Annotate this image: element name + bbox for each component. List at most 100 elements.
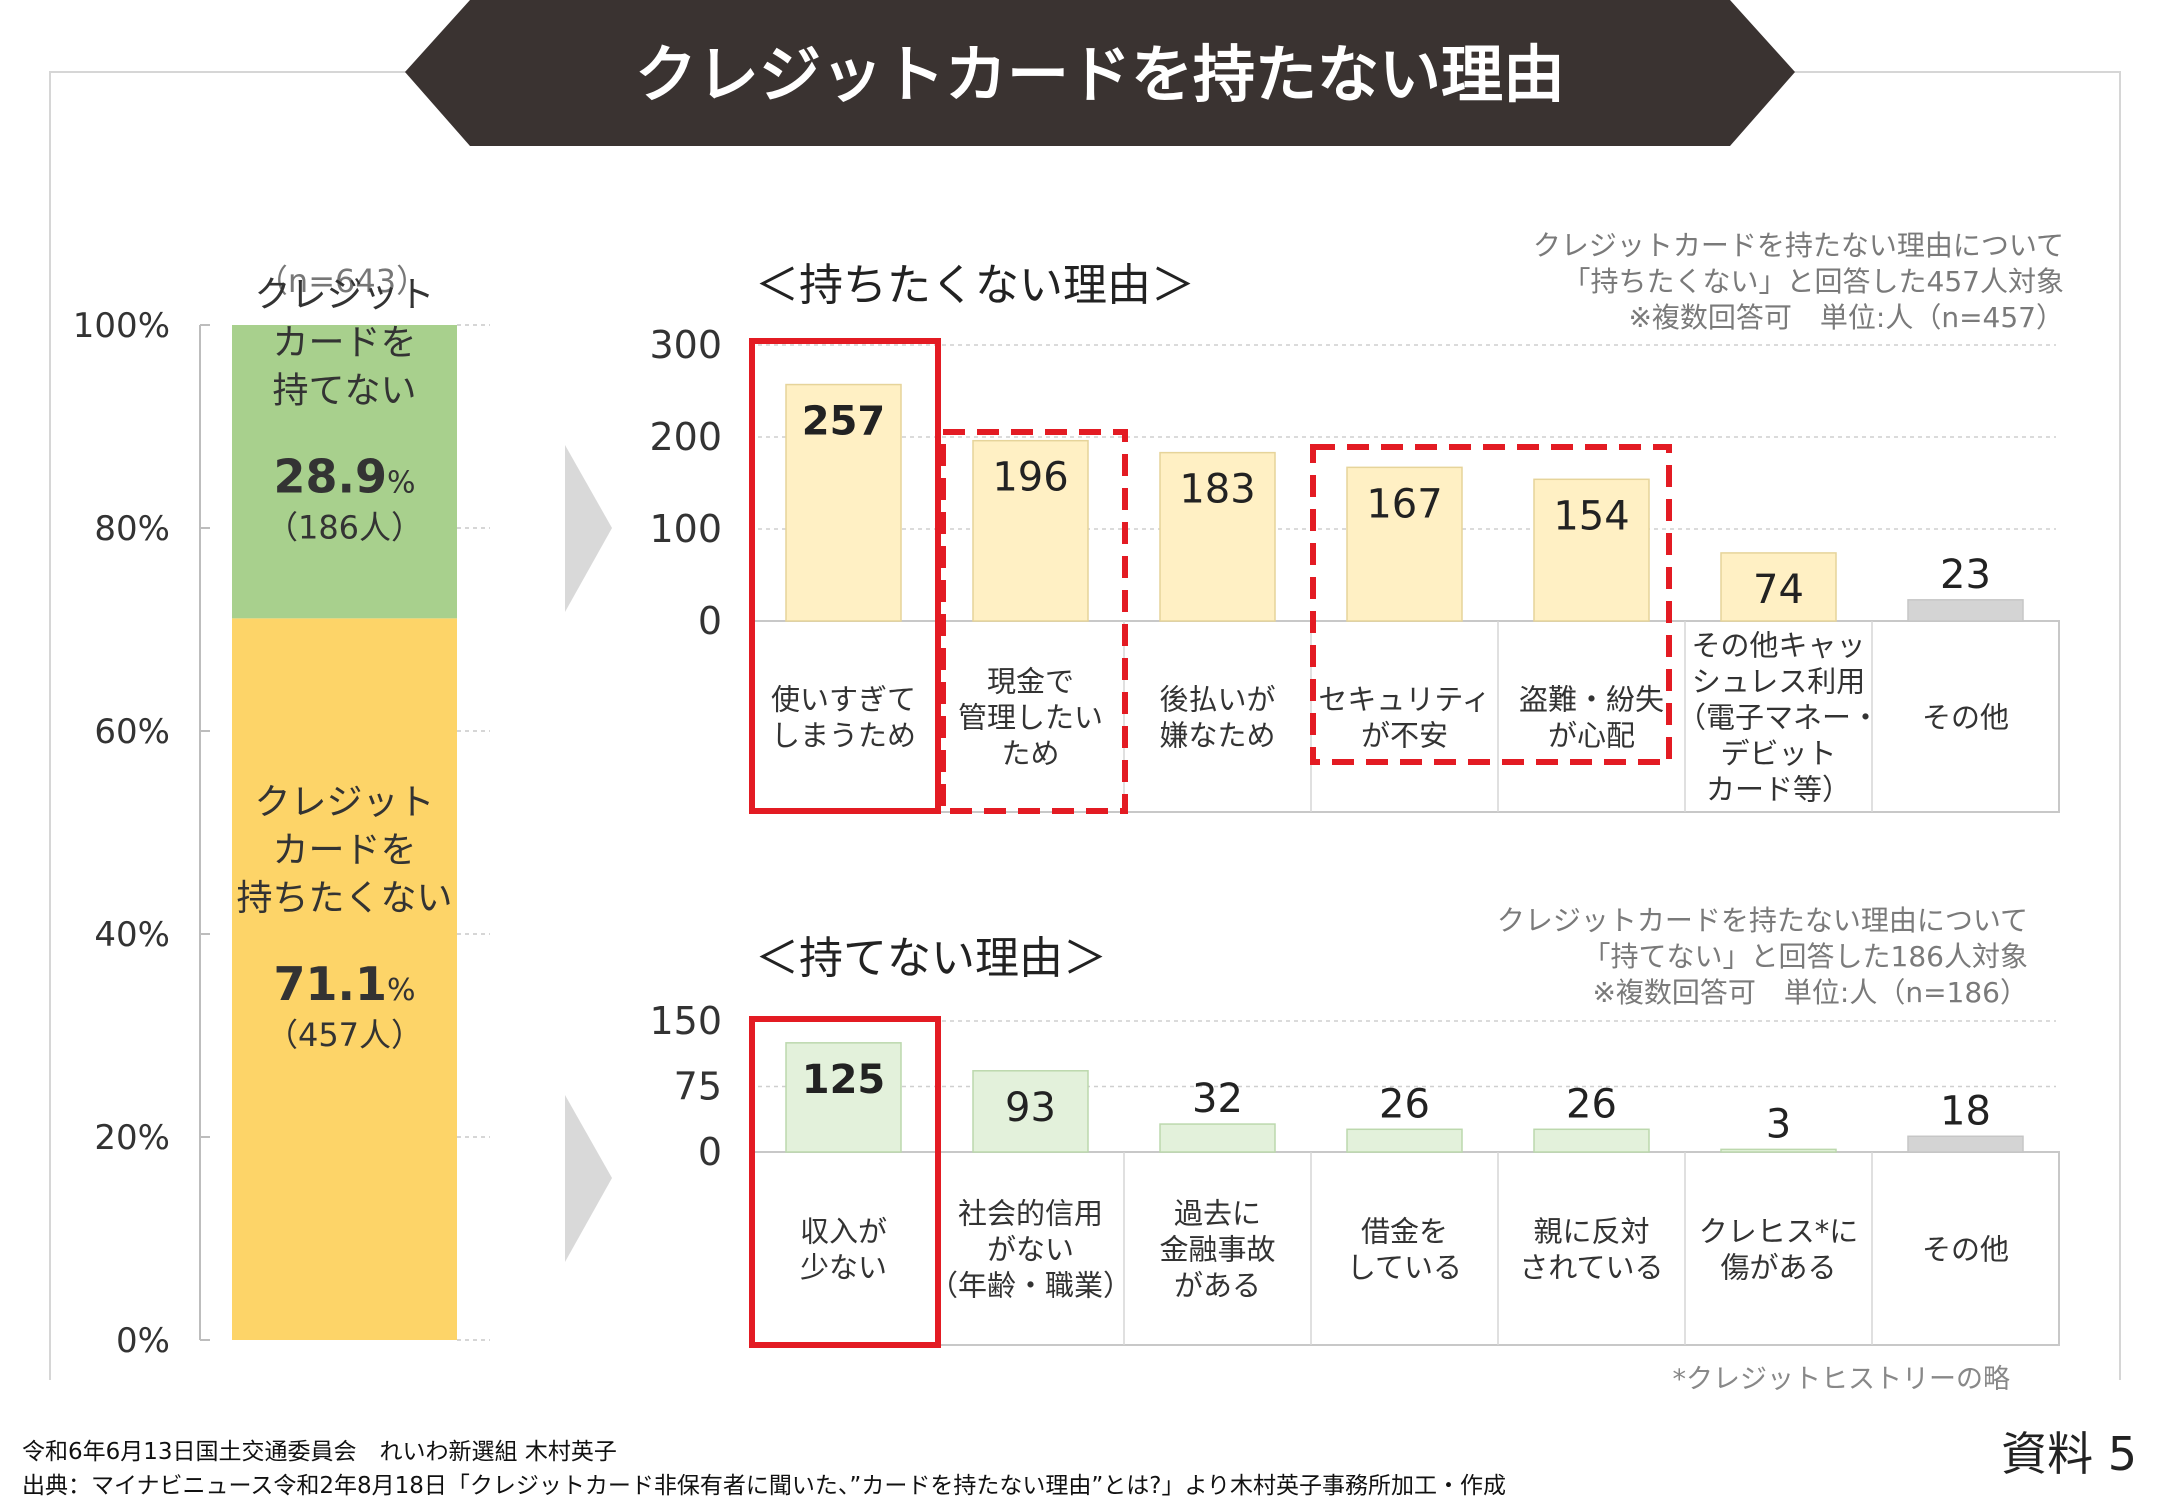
y-tick-label: 200 — [649, 415, 722, 459]
category-label-line: （年齢・職業） — [929, 1269, 1132, 1303]
y-tick-label: 0 — [698, 1130, 722, 1174]
bar — [972, 439, 1089, 622]
category-label-line: 過去に — [1174, 1197, 1261, 1231]
chart-note-line: クレジットカードを持たない理由について — [1533, 229, 2064, 262]
category-label-line: 収入が — [800, 1215, 887, 1249]
category-label-line: その他キャッ — [1691, 629, 1865, 663]
segment-label-line: カードを — [272, 830, 416, 871]
chart-note-line: 「持てない」と回答した186人対象 — [1583, 940, 2028, 973]
segment-percent-unit: % — [387, 973, 416, 1008]
chart-title: ＜持てない理由＞ — [755, 933, 1107, 984]
category-label-line: その他 — [1922, 1233, 2009, 1267]
reasons-not-wanting-chart: ＜持ちたくない理由＞ クレジットカードを持たない理由について「持ちたくない」と回答… — [649, 229, 2064, 814]
bar-value-label: 154 — [1553, 493, 1629, 539]
y-tick-label: 40% — [94, 915, 170, 955]
category-label-line: ため — [1001, 737, 1059, 771]
category-label-line: している — [1347, 1251, 1462, 1285]
category-label-line: デビット — [1720, 737, 1836, 771]
category-label-line: 親に反対 — [1533, 1215, 1649, 1249]
category-label-line: カード等） — [1706, 773, 1851, 807]
reasons-cannot-have-chart: ＜持てない理由＞ クレジットカードを持たない理由について「持てない」と回答した18… — [649, 904, 2060, 1395]
category-label-line: クレヒス*に — [1699, 1215, 1859, 1249]
chart-title: ＜持ちたくない理由＞ — [755, 260, 1195, 311]
bar — [1907, 599, 2024, 622]
title-banner — [405, 0, 1795, 146]
chart-note-line: ※複数回答可 単位:人（n=457） — [1628, 301, 2064, 334]
bar-value-label: 26 — [1379, 1081, 1430, 1127]
segment-percent-value: 28.9% — [273, 450, 415, 504]
category-label-line: シュレス利用 — [1692, 665, 1865, 699]
stacked-share-chart: （n=643）100%80%60%40%20%0%クレジットカードを持ちたくない… — [73, 262, 490, 1361]
y-tick-label: 75 — [674, 1065, 722, 1109]
bar-value-label: 26 — [1566, 1081, 1617, 1127]
bar-value-label: 74 — [1753, 567, 1804, 613]
y-tick-label: 0% — [116, 1321, 170, 1361]
stacked-segment — [232, 618, 457, 1340]
y-tick-label: 100% — [73, 306, 170, 346]
y-tick-label: 60% — [94, 712, 170, 752]
category-label-line: が不安 — [1361, 719, 1448, 753]
category-table — [749, 620, 2060, 813]
bar-value-label: 196 — [992, 455, 1068, 501]
y-tick-label: 100 — [649, 507, 722, 551]
arrow-to-bottom-chart-icon — [565, 1095, 612, 1262]
highlight-box-solid — [749, 338, 941, 814]
category-label-line: 管理したい — [958, 701, 1103, 735]
bar — [785, 383, 902, 622]
category-label-line: 社会的信用 — [958, 1197, 1103, 1231]
segment-count-label: （186人） — [266, 509, 423, 547]
highlight-box-dashed — [1310, 444, 1672, 765]
sample-size-label: （n=643） — [256, 262, 428, 300]
category-label-line: がある — [1174, 1269, 1261, 1303]
category-label-line: 現金で — [987, 665, 1074, 699]
category-label-line: セキュリティ — [1318, 683, 1490, 717]
bar-value-label: 125 — [802, 1057, 886, 1103]
category-label-line: 使いすぎて — [771, 683, 916, 717]
bar-value-label: 18 — [1940, 1088, 1991, 1134]
segment-label-line: カードを — [272, 323, 416, 364]
bar — [1533, 1128, 1650, 1153]
category-label-line: 後払いが — [1159, 683, 1275, 717]
bar-value-label: 93 — [1005, 1085, 1056, 1131]
segment-percent-value: 71.1% — [273, 957, 415, 1011]
bar-value-label: 167 — [1366, 481, 1442, 527]
segment-percent-unit: % — [387, 466, 416, 501]
y-tick-label: 300 — [649, 323, 722, 367]
bar — [1346, 466, 1463, 622]
chart-note-line: クレジットカードを持たない理由について — [1497, 904, 2028, 937]
category-label-line: 傷がある — [1720, 1251, 1836, 1285]
chart-note-line: 「持ちたくない」と回答した457人対象 — [1563, 265, 2064, 298]
y-tick-label: 0 — [698, 599, 722, 643]
category-label-line: がない — [987, 1233, 1074, 1267]
bar — [1533, 478, 1650, 622]
y-tick-label: 150 — [649, 999, 722, 1043]
segment-percent-number: 71.1 — [273, 957, 387, 1011]
document-number-label: 資料 5 — [2001, 1427, 2137, 1481]
segment-label-line: クレジット — [254, 782, 434, 823]
chart-footnote: *クレジットヒストリーの略 — [1673, 1364, 2011, 1395]
bar — [1159, 1123, 1276, 1153]
bar — [972, 1070, 1089, 1153]
segment-count-label: （457人） — [266, 1016, 423, 1054]
highlight-box-solid — [749, 1016, 941, 1348]
segment-label-line: 持てない — [272, 371, 416, 412]
category-label-line: 少ない — [800, 1251, 887, 1285]
y-tick-label: 80% — [94, 509, 170, 549]
footer-meeting-line: 令和6年6月13日国土交通委員会 れいわ新選組 木村英子 — [22, 1439, 617, 1465]
segment-percent-number: 28.9 — [273, 450, 387, 504]
bar-value-label: 257 — [802, 399, 886, 445]
footer-source-line: 出典：マイナビニュース令和2年8月18日「クレジットカード非保有者に聞いた、”カ… — [22, 1473, 1507, 1499]
category-label-line: 嫌なため — [1159, 719, 1275, 753]
category-label-line: が心配 — [1548, 719, 1635, 753]
category-label-line: しまうため — [771, 719, 916, 753]
segment-label-line: クレジット — [254, 275, 434, 316]
bar — [785, 1042, 902, 1153]
bar-value-label: 32 — [1192, 1076, 1243, 1122]
highlight-box-dashed — [940, 429, 1128, 814]
bar-value-label: 23 — [1940, 552, 1991, 598]
category-label-line: 盗難・紛失 — [1519, 683, 1664, 717]
arrow-to-top-chart-icon — [565, 445, 612, 612]
bar-value-label: 3 — [1766, 1101, 1791, 1147]
category-label-line: その他 — [1922, 701, 2009, 735]
